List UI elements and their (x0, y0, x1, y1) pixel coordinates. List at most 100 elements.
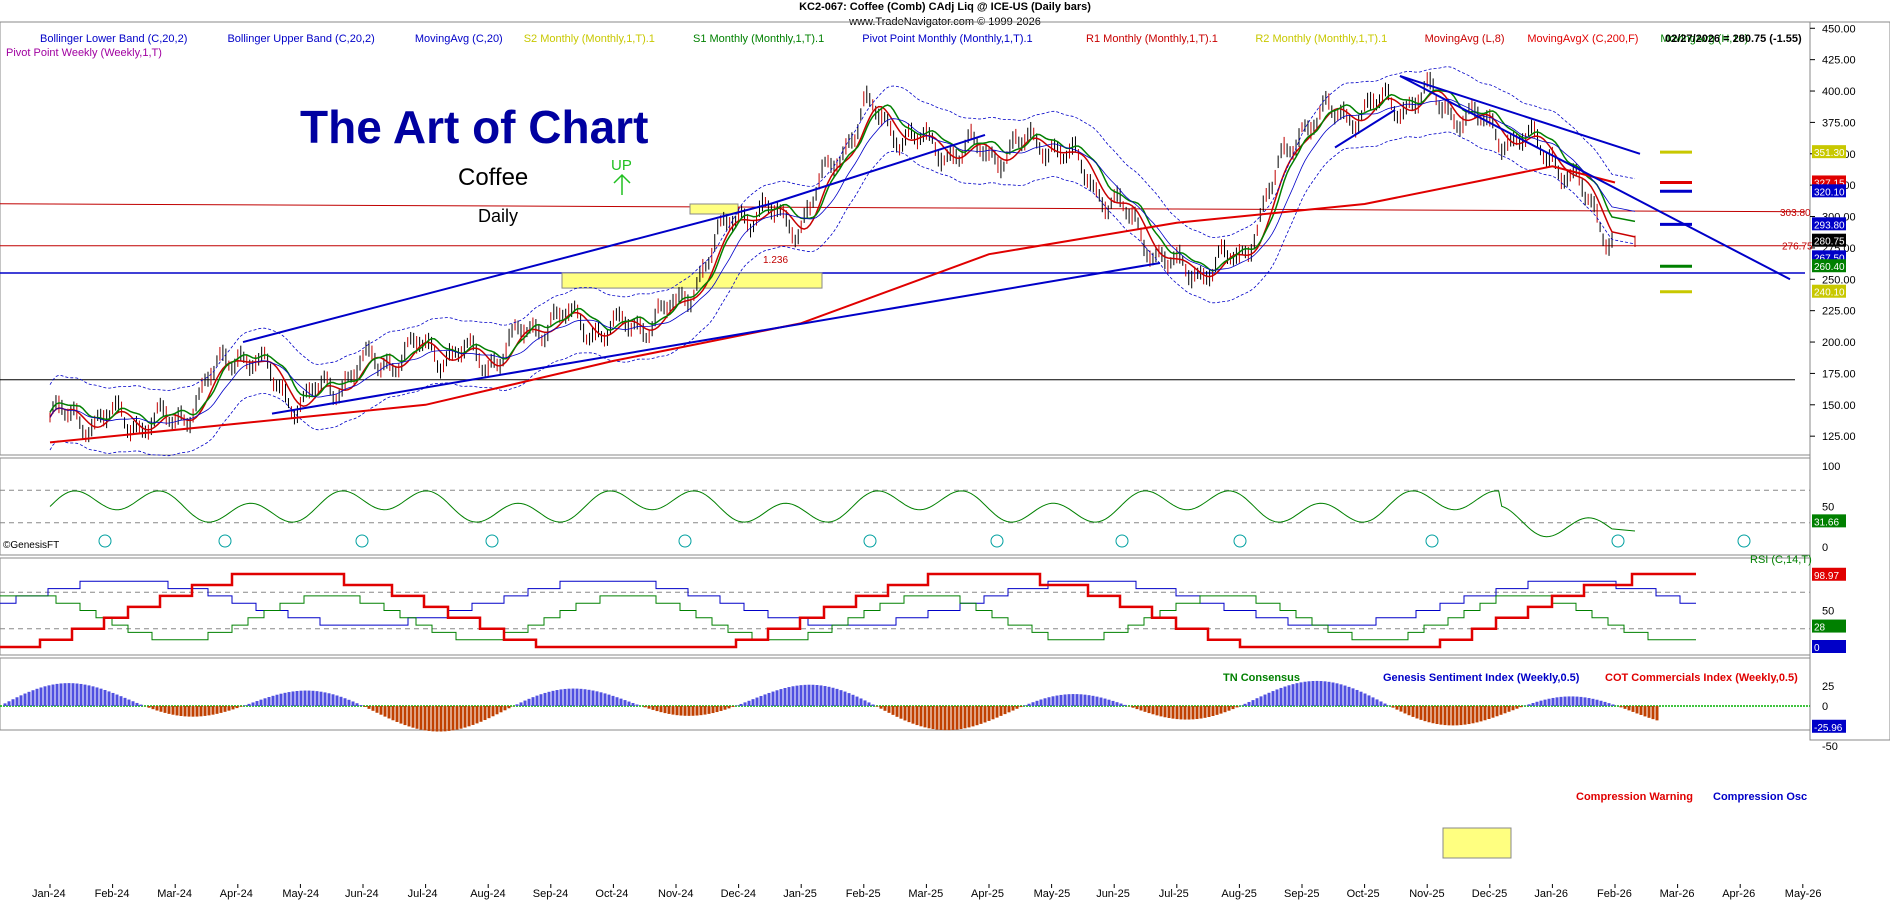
level-tag-label: 280.75 (1814, 237, 1845, 248)
price-tick-label: 200.00 (1822, 337, 1856, 349)
x-tick-label: Jan-24 (32, 888, 66, 900)
rsi-panel (0, 457, 1811, 556)
x-tick-label: Dec-24 (721, 888, 756, 900)
tn-consensus-line (0, 595, 1696, 641)
r-marker-icon (218, 534, 232, 548)
level-303-line (0, 203, 1806, 213)
level-tag (1812, 217, 1846, 231)
price-tick-label: 125.00 (1822, 431, 1856, 443)
level-tag (1812, 284, 1846, 298)
x-tick-label: Apr-25 (971, 888, 1004, 900)
comp-label-warning: Compression Warning (1576, 791, 1693, 803)
x-tick-label: Aug-25 (1221, 888, 1256, 900)
rsi-tick-label: 50 (1822, 502, 1834, 514)
legend-entry: R1 Monthly (Monthly,1,T).1 (1086, 33, 1218, 45)
x-tick-label: Sep-24 (533, 888, 568, 900)
r-marker-icon (98, 534, 112, 548)
price-panel (0, 21, 1811, 456)
price-tick-label: 450.00 (1822, 23, 1856, 35)
x-tick-label: Jul-24 (408, 888, 438, 900)
art-title: The Art of Chart (300, 101, 648, 153)
comp-tag-label: -25.96 (1814, 723, 1843, 734)
price-tick-label: 400.00 (1822, 86, 1856, 98)
legend-entry: Bollinger Upper Band (C,20,2) (227, 33, 374, 45)
last-quote: 02/27/2026 = 280.75 (-1.55) (1665, 33, 1802, 45)
legend-entry: MovingAvgX (C,200,F) (1527, 33, 1638, 45)
legend-entry: R2 Monthly (Monthly,1,T).1 (1255, 33, 1387, 45)
x-tick-label: Feb-26 (1597, 888, 1632, 900)
comp-tick-label: -50 (1822, 741, 1838, 753)
x-tick-label: Nov-25 (1409, 888, 1444, 900)
art-subtitle: Coffee (458, 164, 528, 191)
legend-entry: S2 Monthly (Monthly,1,T).1 (524, 33, 655, 45)
x-tick-label: Mar-24 (157, 888, 192, 900)
x-tick-label: Feb-24 (95, 888, 130, 900)
x-tick-label: Aug-24 (470, 888, 505, 900)
comp-tick-label: 0 (1822, 701, 1828, 713)
legend-entry: MovingAvg (L,8) (1425, 33, 1505, 45)
trendline-lower (271, 261, 1161, 415)
ma-high-line (49, 89, 1636, 425)
trendline-down-2 (1399, 75, 1791, 281)
level-tag (1812, 259, 1846, 273)
bollinger-mid (49, 98, 1636, 424)
r-marker-icon (1115, 534, 1129, 548)
r-marker-icon (355, 534, 369, 548)
legend-entry: Bollinger Lower Band (C,20,2) (40, 33, 187, 45)
comp-tag (1812, 719, 1846, 733)
price-tick-label: 150.00 (1822, 400, 1856, 412)
trendline-down (1399, 75, 1641, 155)
genesis-label: ©GenesisFT (3, 540, 59, 551)
sent-tag (1812, 619, 1846, 633)
zone-box-comp (1442, 827, 1512, 859)
fib-label: 1.236 (763, 255, 788, 266)
sent-tag-label: 28 (1814, 623, 1826, 634)
zone-box-small (689, 203, 739, 215)
sent-tag (1812, 640, 1846, 653)
x-tick-label: Mar-26 (1660, 888, 1695, 900)
x-tick-label: Jun-24 (345, 888, 379, 900)
x-tick-label: Apr-24 (220, 888, 253, 900)
legend-entry: MovingAvg (H,10) (1660, 33, 1748, 45)
x-tick-label: Jan-25 (783, 888, 817, 900)
price-tick-label: 375.00 (1822, 117, 1856, 129)
sent-tag-label: 0 (1814, 643, 1820, 654)
symbol-title: KC2-067: Coffee (Comb) CAdj Liq @ ICE-US… (799, 1, 1091, 13)
legend-entry: S1 Monthly (Monthly,1,T).1 (693, 33, 824, 45)
comp-tick-label: 25 (1822, 681, 1834, 693)
x-tick-label: Oct-24 (595, 888, 628, 900)
x-tick-label: Nov-24 (658, 888, 693, 900)
cot-commercials-line (0, 572, 1696, 649)
price-tick-label: 225.00 (1822, 306, 1856, 318)
rsi-tick-label: 0 (1822, 542, 1828, 554)
up-label: UP (611, 157, 632, 174)
x-tick-label: Jun-25 (1096, 888, 1130, 900)
ma-200-line (49, 165, 1616, 444)
sent-tag (1812, 567, 1846, 581)
price-tick-label: 425.00 (1822, 55, 1856, 67)
sent-label-tn: TN Consensus (1223, 672, 1300, 684)
level-tag-label: 267.50 (1814, 253, 1845, 264)
level-tag (1812, 145, 1846, 159)
x-tick-label: Apr-26 (1722, 888, 1755, 900)
r-marker-icon (485, 534, 499, 548)
level-303-label: 303.80 (1780, 208, 1811, 219)
price-tick-label: 175.00 (1822, 368, 1856, 380)
legend-pivot-weekly: Pivot Point Weekly (Weekly,1,T) (6, 47, 162, 59)
sent-label-genesis: Genesis Sentiment Index (Weekly,0.5) (1383, 672, 1580, 684)
up-arrow-icon (613, 173, 631, 195)
sent-tag-label: 98.97 (1814, 571, 1839, 582)
rsi-label: RSI (C,14,T) (1750, 554, 1812, 566)
rsi-tag (1812, 514, 1846, 528)
comp-label-osc: Compression Osc (1713, 791, 1807, 803)
price-tick-label: 250.00 (1822, 274, 1856, 286)
r-marker-icon (1611, 534, 1625, 548)
trendline-short (1334, 109, 1396, 149)
sent-tick-label: 50 (1822, 606, 1834, 618)
rsi-line (49, 490, 1636, 538)
sent-label-cot: COT Commercials Index (Weekly,0.5) (1605, 672, 1798, 684)
r-marker-icon (1737, 534, 1751, 548)
x-tick-label: Dec-25 (1472, 888, 1507, 900)
